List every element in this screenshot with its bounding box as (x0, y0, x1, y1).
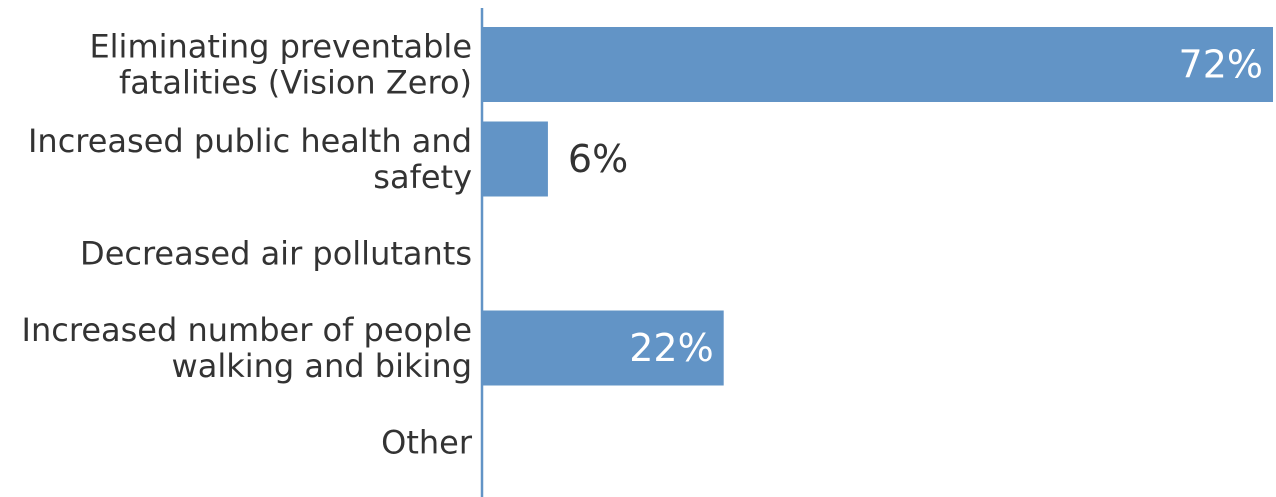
category-label-line: fatalities (Vision Zero) (119, 64, 472, 102)
bar-1 (482, 121, 548, 197)
category-label-1: Increased public health and safety (28, 122, 472, 196)
category-label-line: Increased public health and (28, 122, 472, 160)
category-label-2: Decreased air pollutants (80, 235, 472, 273)
category-label-0: Eliminating preventable fatalities (Visio… (89, 28, 472, 102)
value-label-0: 72% (1179, 43, 1263, 87)
value-labels-group: 72% 6% 22% (568, 43, 1263, 371)
bar-0 (482, 27, 1273, 102)
value-label-3: 22% (629, 326, 713, 370)
category-label-line: safety (373, 158, 472, 196)
category-label-line: Decreased air pollutants (80, 235, 472, 273)
category-label-line: Other (381, 424, 473, 462)
category-label-line: Increased number of people (22, 311, 472, 349)
value-label-1: 6% (568, 137, 628, 181)
bar-3 (482, 310, 724, 386)
category-labels-group: Eliminating preventable fatalities (Visio… (22, 28, 473, 462)
bars-group (482, 27, 1273, 386)
category-label-4: Other (381, 424, 473, 462)
category-label-line: Eliminating preventable (89, 28, 472, 66)
category-label-line: walking and biking (172, 347, 472, 385)
category-label-3: Increased number of people walking and bi… (22, 311, 472, 385)
